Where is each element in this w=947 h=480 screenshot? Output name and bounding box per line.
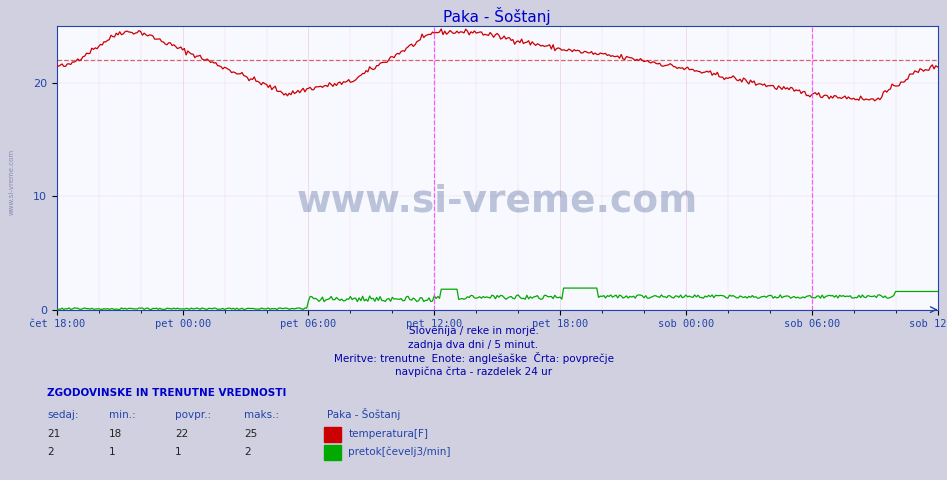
Text: pretok[čevelj3/min]: pretok[čevelj3/min]: [348, 446, 451, 457]
Text: 22: 22: [175, 429, 188, 439]
Text: ZGODOVINSKE IN TRENUTNE VREDNOSTI: ZGODOVINSKE IN TRENUTNE VREDNOSTI: [47, 388, 287, 398]
Text: www.si-vreme.com: www.si-vreme.com: [9, 149, 14, 216]
Text: temperatura[F]: temperatura[F]: [348, 429, 428, 439]
Text: 18: 18: [109, 429, 122, 439]
Text: zadnja dva dni / 5 minut.: zadnja dva dni / 5 minut.: [408, 340, 539, 350]
Text: 21: 21: [47, 429, 61, 439]
Text: 2: 2: [244, 447, 251, 457]
Text: 1: 1: [175, 447, 182, 457]
Title: Paka - Šoštanj: Paka - Šoštanj: [443, 7, 551, 25]
Text: Paka - Šoštanj: Paka - Šoštanj: [327, 408, 400, 420]
Text: sedaj:: sedaj:: [47, 409, 79, 420]
Text: www.si-vreme.com: www.si-vreme.com: [296, 184, 698, 220]
Text: 2: 2: [47, 447, 54, 457]
Text: 1: 1: [109, 447, 116, 457]
Text: min.:: min.:: [109, 409, 135, 420]
Text: 25: 25: [244, 429, 258, 439]
Text: Meritve: trenutne  Enote: anglešaške  Črta: povprečje: Meritve: trenutne Enote: anglešaške Črta…: [333, 352, 614, 364]
Text: Slovenija / reke in morje.: Slovenija / reke in morje.: [408, 325, 539, 336]
Text: povpr.:: povpr.:: [175, 409, 211, 420]
Text: maks.:: maks.:: [244, 409, 279, 420]
Text: navpična črta - razdelek 24 ur: navpična črta - razdelek 24 ur: [395, 367, 552, 377]
